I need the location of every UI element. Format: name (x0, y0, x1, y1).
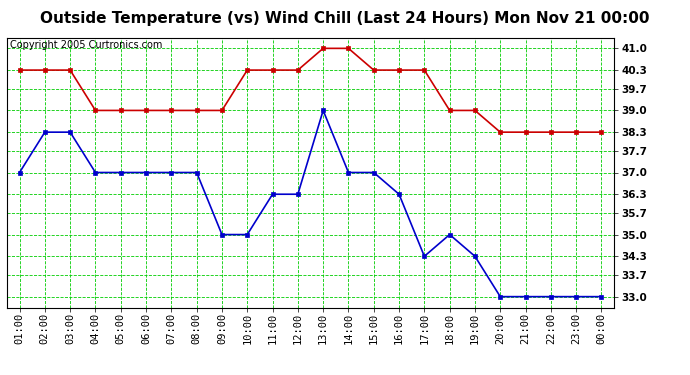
Text: Outside Temperature (vs) Wind Chill (Last 24 Hours) Mon Nov 21 00:00: Outside Temperature (vs) Wind Chill (Las… (40, 11, 650, 26)
Text: Copyright 2005 Curtronics.com: Copyright 2005 Curtronics.com (10, 40, 162, 50)
